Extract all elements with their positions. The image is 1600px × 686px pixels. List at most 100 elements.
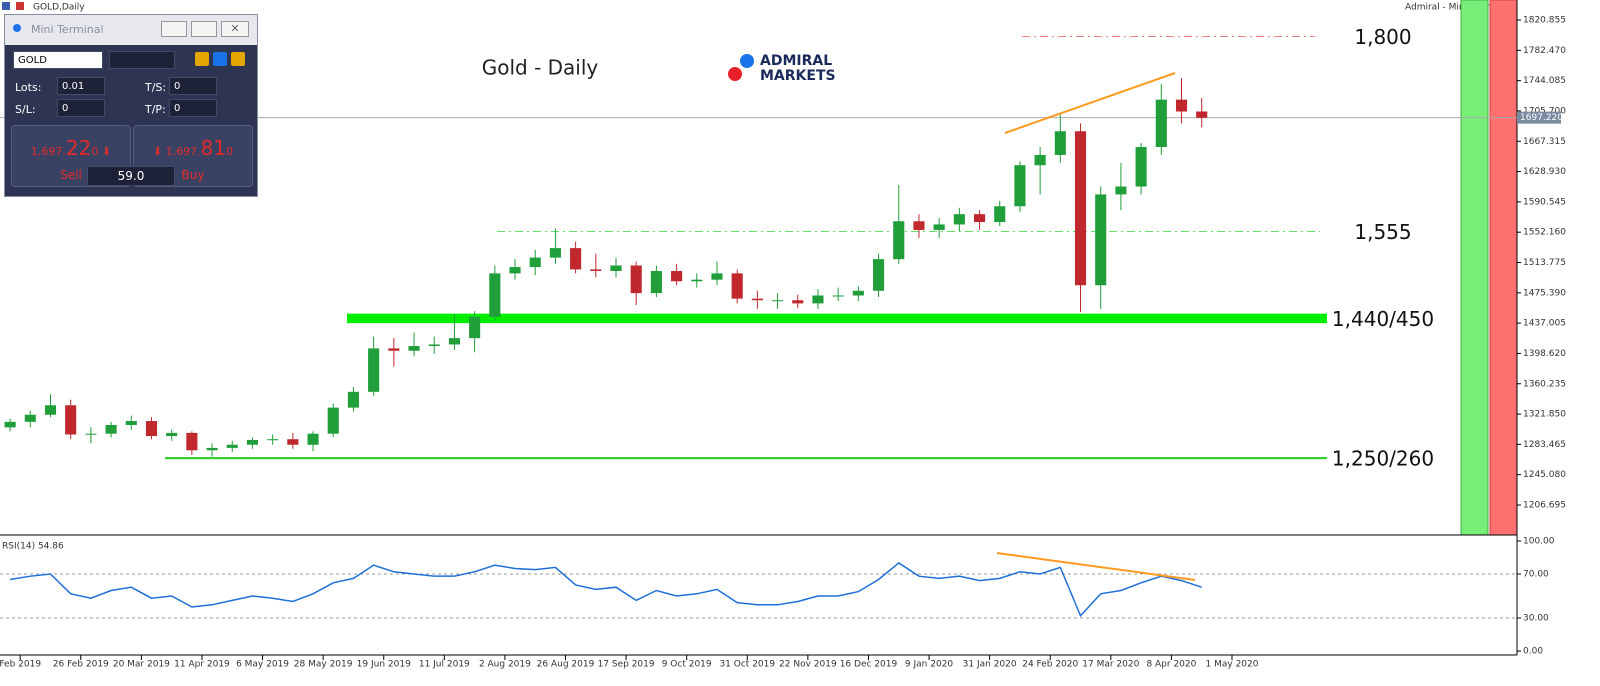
candle-body <box>610 265 622 272</box>
x-tick-label: 9 Oct 2019 <box>662 660 712 670</box>
y-tick-label: 1206.695 <box>1523 500 1566 510</box>
minimize-button[interactable] <box>161 21 187 37</box>
candle-body <box>1155 99 1167 148</box>
x-tick-label: 31 Oct 2019 <box>719 660 775 670</box>
candle-body <box>852 290 864 296</box>
candle-body <box>529 257 541 268</box>
x-tick-label: 22 Nov 2019 <box>779 660 837 670</box>
price-part: 81 <box>200 136 227 160</box>
field-label: Lots: <box>15 81 42 94</box>
candle-body <box>873 259 885 291</box>
current-price-label: 1697.220 <box>1520 113 1563 123</box>
x-tick-label: 31 Jan 2020 <box>963 660 1017 670</box>
candle-body <box>812 295 824 304</box>
y-tick-label: 1321.850 <box>1523 410 1566 420</box>
y-tick-label: 1782.470 <box>1523 46 1566 56</box>
window-right-title: Admiral - Mini Terminal <box>1405 3 1508 13</box>
x-tick-label: 1 May 2020 <box>1206 660 1259 670</box>
lots-input[interactable]: 0.01 <box>57 77 105 95</box>
x-tick-label: 17 Mar 2020 <box>1082 660 1139 670</box>
x-tick-label: 11 Jul 2019 <box>419 660 470 670</box>
restore-button[interactable] <box>191 21 217 37</box>
x-tick-label: 17 Sep 2019 <box>598 660 655 670</box>
candle-body <box>1034 154 1046 166</box>
candle-body <box>671 271 683 282</box>
candle-body <box>509 267 521 274</box>
symbol-select[interactable]: GOLD <box>13 51 103 69</box>
candle-body <box>206 447 218 451</box>
sl-input[interactable]: 0 <box>57 99 105 117</box>
ts-input[interactable]: 0 <box>169 77 217 95</box>
level-label: 1,800 <box>1354 25 1411 49</box>
candle-body <box>246 440 259 445</box>
rsi-line <box>9 562 1202 618</box>
close-button[interactable]: ✕ <box>221 21 249 37</box>
spread-value: 59.0 <box>117 169 145 183</box>
logo-text: ADMIRAL <box>760 53 832 69</box>
tool-icon[interactable] <box>195 52 209 66</box>
y-tick-label: 1437.005 <box>1523 319 1566 329</box>
tp-input[interactable]: 0 <box>169 99 217 117</box>
candle-body <box>145 421 158 437</box>
x-tick-label: 28 May 2019 <box>294 660 353 670</box>
y-tick-label: 1590.545 <box>1523 197 1566 207</box>
field-label: T/P: <box>145 103 166 116</box>
candle-body <box>994 206 1006 223</box>
candle-body <box>731 273 743 299</box>
candle-body <box>711 273 723 280</box>
candle-body <box>287 439 299 445</box>
x-tick-label: Feb 2019 <box>0 660 41 670</box>
y-tick-label: 1744.085 <box>1523 76 1566 86</box>
candle-body <box>469 316 481 339</box>
tool-icon[interactable] <box>231 52 245 66</box>
trend-line <box>996 552 1196 581</box>
candle-body <box>44 405 57 415</box>
candle-body <box>267 439 279 441</box>
x-tick-label: 26 Aug 2019 <box>537 660 595 670</box>
logo-dot <box>728 67 742 81</box>
window-icon <box>16 2 24 10</box>
window-icon <box>2 2 10 10</box>
y-tick-label: 70.00 <box>1523 569 1549 579</box>
x-tick-label: 2 Aug 2019 <box>479 660 531 670</box>
window-title: GOLD,Daily <box>33 3 85 13</box>
tool-icon[interactable] <box>213 52 227 66</box>
candle-body <box>1196 111 1208 118</box>
x-tick-label: 11 Apr 2019 <box>174 660 230 670</box>
level-band <box>347 313 1327 324</box>
y-tick-label: 0.00 <box>1523 647 1543 657</box>
candle-body <box>347 391 359 408</box>
candle-body <box>893 221 905 260</box>
y-tick-label: 1398.620 <box>1523 349 1566 359</box>
x-tick-label: 20 Mar 2019 <box>113 660 170 670</box>
y-tick-label: 1552.160 <box>1523 228 1566 238</box>
y-tick-label: 1360.235 <box>1523 379 1566 389</box>
y-tick-label: 1667.315 <box>1523 137 1566 147</box>
y-tick-label: 1283.465 <box>1523 440 1566 450</box>
logo-dot <box>740 54 754 68</box>
level-label: 1,250/260 <box>1332 447 1434 471</box>
logo-text: MARKETS <box>760 68 836 84</box>
candle-body <box>650 271 662 294</box>
candle-body <box>913 221 925 230</box>
level-label: 1,440/450 <box>1332 307 1434 331</box>
candle-body <box>166 432 178 437</box>
candle-body <box>1175 99 1188 112</box>
y-tick-label: 1245.080 <box>1523 470 1566 480</box>
candle-body <box>691 279 703 282</box>
price-part: 0 <box>226 145 234 158</box>
candle-body <box>1054 131 1066 155</box>
candle-body <box>307 433 319 445</box>
lots: 0.01 <box>62 81 85 92</box>
x-tick-label: 26 Feb 2019 <box>53 660 109 670</box>
red-panel <box>1489 0 1518 536</box>
candle-body <box>4 421 16 428</box>
mini-terminal: Mini Terminal ✕ GOLD Lots: 0.01 T/S: 0 S… <box>4 14 258 197</box>
candle-body <box>85 433 97 435</box>
rsi-title: RSI(14) 54.86 <box>2 542 64 552</box>
y-tick-label: 1475.390 <box>1523 288 1566 298</box>
buy-label: Buy <box>181 168 205 182</box>
